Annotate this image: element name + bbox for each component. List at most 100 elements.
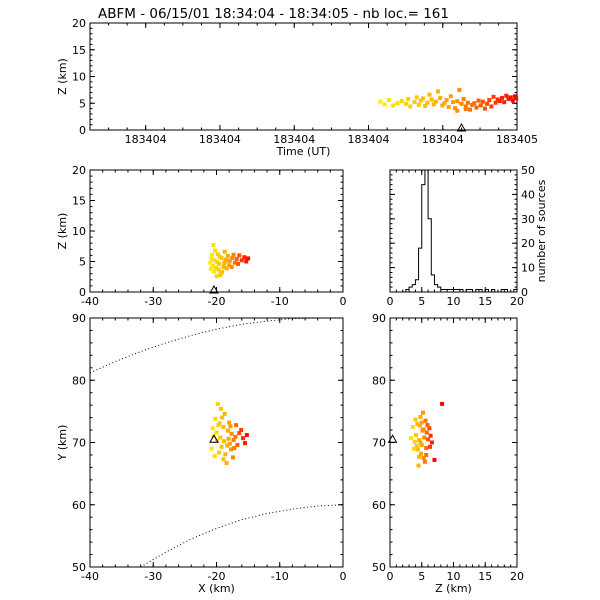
source-point [221,457,226,462]
source-point [422,435,427,440]
x-tick-label: 183404 [422,133,464,146]
station-triangle-icon [209,434,219,443]
source-point [395,101,400,106]
z-y-panel: 0 5 10 15 20 50 60 70 80 90 Z (km) [372,312,524,595]
source-point [210,263,215,268]
source-point [223,452,228,457]
source-point [495,97,500,102]
source-point [234,257,239,262]
source-point [223,259,228,264]
source-point [418,440,423,445]
source-point [211,269,216,274]
source-point [497,99,502,104]
source-point [213,248,218,253]
x-tick-label: 0 [340,295,347,308]
source-point [412,100,417,105]
source-point [476,98,481,103]
source-point [468,107,473,112]
source-point [408,436,413,441]
source-point [213,265,218,270]
y-tick-label: 60 [372,499,386,512]
source-point [232,260,237,265]
source-point [391,103,396,108]
source-point [229,264,234,269]
source-point [450,100,455,105]
source-point [236,261,241,266]
source-point [378,99,383,104]
source-point [446,104,451,109]
source-point [230,455,235,460]
x-tick-label: 10 [447,295,461,308]
source-point [423,418,428,423]
source-point [222,411,227,416]
source-point [232,446,237,451]
y-tick-label: 30 [521,213,535,226]
source-point [465,100,470,105]
x-axis-label: X (km) [198,582,235,595]
y-tick-label: 5 [79,256,86,269]
source-point [474,105,479,110]
source-point [427,92,432,97]
source-point [221,264,226,269]
x-tick-label: 183404 [125,133,167,146]
source-point [432,457,437,462]
source-point [214,274,219,279]
source-point [225,428,230,433]
x-tick-label: 0 [387,295,394,308]
source-point [227,258,232,263]
source-point [491,94,496,99]
source-point [438,95,443,100]
source-point [229,447,234,452]
source-point [228,424,233,429]
y-tick-label: 70 [72,437,86,450]
source-point [463,107,468,112]
source-point [220,415,225,420]
source-point [419,420,424,425]
x-tick-label: -30 [144,295,162,308]
source-point [220,269,225,274]
source-point [508,95,513,100]
source-point [455,108,460,113]
y-tick-label: 15 [72,44,86,57]
source-point [440,401,445,406]
source-point [500,95,505,100]
source-point [416,102,421,107]
source-point [427,426,432,431]
source-point [414,95,419,100]
source-point [244,433,249,438]
y-axis-label: number of sources [535,179,548,282]
source-point [424,430,429,435]
source-point [504,93,509,98]
source-point [227,263,232,268]
source-point [413,417,418,422]
source-point [237,253,242,258]
source-point [421,456,426,461]
x-tick-label: -40 [81,295,99,308]
y-tick-label: 60 [72,499,86,512]
x-tick-label: 10 [447,570,461,583]
y-tick-label: 80 [372,374,386,387]
source-point [453,106,458,111]
source-point [470,102,475,107]
source-point [218,272,223,277]
source-point [222,249,227,254]
source-point [403,101,408,106]
source-point [428,433,433,438]
station-triangle-icon [456,122,467,132]
source-point [382,102,387,107]
source-point [485,101,490,106]
source-point [218,406,223,411]
x-tick-label: -30 [144,570,162,583]
y-tick-label: 70 [372,437,386,450]
x-tick-label: 5 [418,570,425,583]
y-tick-label: 20 [72,17,86,30]
source-point [218,435,223,440]
source-point [408,104,413,109]
x-tick-label: -20 [208,570,226,583]
source-point [416,463,421,468]
source-point [414,444,419,449]
y-tick-label: 10 [72,225,86,238]
source-point [428,444,433,449]
source-point [412,446,417,451]
source-point [227,441,232,446]
